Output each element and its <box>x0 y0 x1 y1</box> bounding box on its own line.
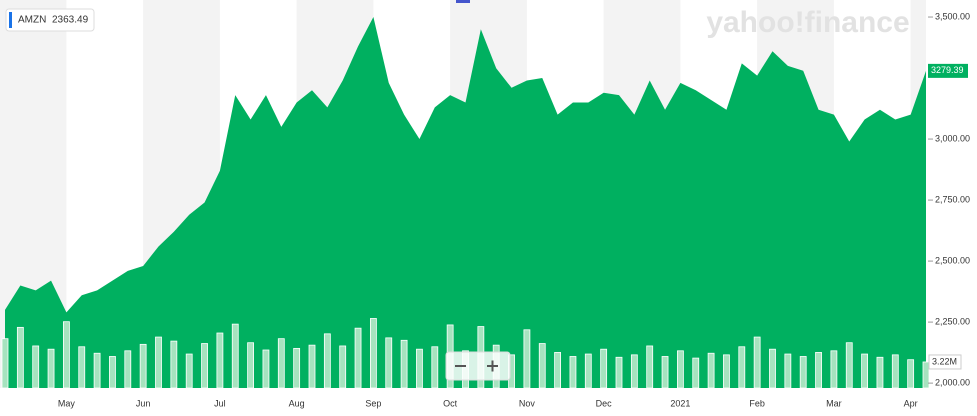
volume-bar <box>815 352 822 389</box>
volume-bar <box>369 318 377 389</box>
volume-bar <box>139 343 147 389</box>
y-tick-label: 2,250.00 <box>935 316 970 326</box>
watermark: yahoo!finance <box>706 6 909 39</box>
legend-frame <box>5 8 95 32</box>
volume-bar <box>262 349 270 389</box>
volume-bar <box>723 354 730 389</box>
last-price-tag <box>928 63 968 78</box>
x-tick-label: Oct <box>443 398 458 408</box>
x-tick-label: May <box>58 398 76 408</box>
volume-bar <box>339 345 347 389</box>
volume-bar <box>692 357 700 389</box>
volume-bar <box>32 345 40 389</box>
volume-bar <box>47 348 55 389</box>
volume-bar <box>584 353 592 389</box>
top-marker <box>456 0 470 3</box>
x-tick-label: Mar <box>826 398 842 408</box>
volume-bar <box>600 348 608 389</box>
volume-bar <box>63 321 70 389</box>
x-tick-label: 2021 <box>670 398 690 408</box>
volume-bar <box>124 350 132 389</box>
volume-bar <box>78 346 86 389</box>
volume-bar <box>293 347 301 389</box>
volume-bar <box>400 339 408 389</box>
last-price-label: 3279.39 <box>931 65 964 75</box>
volume-bar <box>861 353 868 389</box>
volume-bar <box>891 354 899 389</box>
volume-bar <box>769 348 776 389</box>
volume-bar <box>16 326 24 389</box>
y-tick-label: 2,500.00 <box>935 255 970 265</box>
volume-bar <box>845 342 853 389</box>
volume-bar <box>354 327 362 389</box>
x-tick-label: Jun <box>136 398 151 408</box>
volume-bar <box>753 336 761 389</box>
y-tick-label: 3,000.00 <box>935 133 970 143</box>
volume-bar <box>109 356 116 389</box>
volume-bar <box>93 352 101 389</box>
volume-bar <box>677 350 684 389</box>
volume-bar <box>185 353 193 389</box>
zoom-frame <box>445 351 511 381</box>
volume-bar <box>277 338 285 389</box>
x-tick-label: Apr <box>904 398 918 408</box>
volume-bar <box>201 343 208 389</box>
legend-symbol: AMZN <box>18 15 46 26</box>
volume-bar <box>431 346 439 389</box>
x-tick-label: Feb <box>749 398 765 408</box>
volume-bar <box>323 333 331 389</box>
legend-swatch <box>9 12 12 28</box>
y-tick-label: 3,500.00 <box>935 11 970 21</box>
volume-bar <box>170 340 178 389</box>
volume-bar <box>385 337 393 389</box>
volume-bar <box>799 356 807 389</box>
volume-bar <box>523 329 531 389</box>
legend-box[interactable]: AMZN 2363.49 <box>5 8 95 32</box>
volume-bar <box>876 356 884 389</box>
volume-bar <box>308 344 316 389</box>
volume-tag <box>928 354 962 370</box>
x-tick-label: Jul <box>214 398 226 408</box>
volume-bar <box>661 356 669 389</box>
volume-bar <box>1 338 9 389</box>
volume-bar <box>922 361 930 389</box>
volume-tag-label: 3.22M <box>932 356 957 366</box>
volume-bar <box>216 332 224 389</box>
volume-bar <box>830 350 838 389</box>
volume-bar <box>907 359 915 389</box>
volume-bar <box>416 348 423 389</box>
zoom-in[interactable] <box>487 360 498 372</box>
volume-bar <box>630 354 638 389</box>
y-tick-label: 2,000.00 <box>935 377 970 387</box>
volume-bar <box>247 342 255 389</box>
legend-quote: 2363.49 <box>52 15 89 26</box>
x-tick-label: Nov <box>519 398 536 408</box>
volume-bar <box>738 346 746 389</box>
volume-bar <box>646 345 654 389</box>
y-tick-label: 2,750.00 <box>935 194 970 204</box>
zoom-controls[interactable] <box>445 351 511 381</box>
x-tick-label: Dec <box>596 398 613 408</box>
volume-bar <box>538 343 546 389</box>
volume-bar <box>569 356 577 389</box>
volume-bar <box>155 336 162 389</box>
x-tick-label: Aug <box>289 398 305 408</box>
volume-bar <box>615 356 623 389</box>
x-tick-label: Sep <box>365 398 381 408</box>
volume-bar <box>554 352 561 389</box>
price-area <box>5 17 926 389</box>
volume-bar <box>784 353 792 389</box>
volume-bar <box>707 352 715 389</box>
volume-bar <box>231 323 239 389</box>
